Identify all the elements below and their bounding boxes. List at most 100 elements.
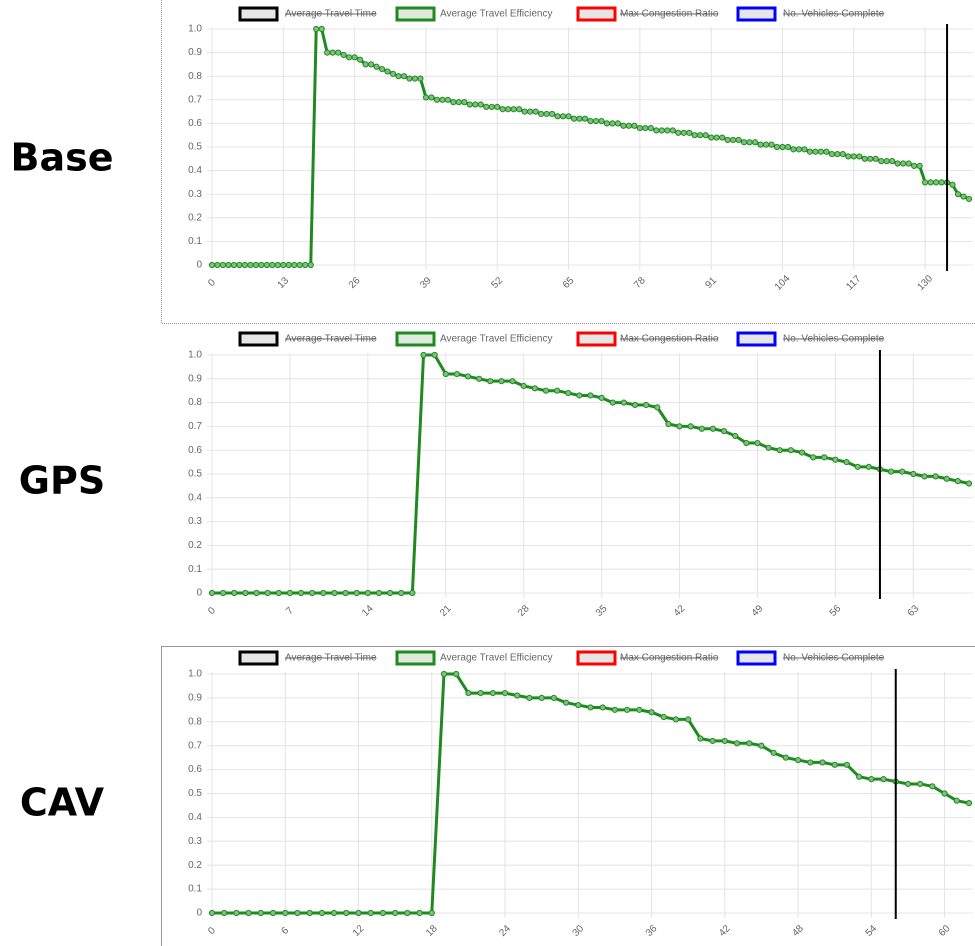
data-point: [691, 132, 698, 139]
data-point: [543, 110, 550, 118]
data-point: [357, 56, 364, 63]
y-tick-label: 0.6: [188, 764, 202, 775]
data-point: [494, 103, 501, 110]
data-point: [433, 96, 441, 103]
data-point: [709, 425, 717, 432]
data-point: [208, 261, 216, 269]
data-point: [861, 155, 868, 162]
panel-title: CAV: [20, 781, 105, 825]
data-point: [538, 694, 545, 702]
y-tick-label: 0.6: [188, 445, 202, 456]
data-point: [850, 153, 857, 160]
data-point: [904, 780, 912, 788]
data-point: [794, 756, 802, 764]
data-point: [440, 670, 448, 678]
data-point: [798, 449, 806, 456]
data-point: [889, 158, 896, 165]
legend-label: Average Travel Efficiency: [440, 334, 552, 345]
data-point: [665, 420, 672, 428]
data-point: [526, 694, 533, 702]
data-point: [230, 261, 238, 269]
data-point: [346, 54, 353, 61]
data-point: [252, 261, 259, 269]
data-point: [757, 141, 764, 148]
data-point: [819, 759, 826, 766]
legend-label: No. Vehicles Complete: [783, 653, 885, 664]
data-point: [306, 909, 313, 917]
data-point: [342, 589, 349, 597]
y-tick-label: 0.4: [188, 165, 202, 176]
data-point: [253, 589, 260, 597]
data-point: [318, 909, 325, 917]
legend-label: Average Travel Time: [285, 653, 377, 664]
data-point: [489, 690, 496, 697]
data-point: [269, 909, 277, 917]
data-point: [751, 139, 759, 146]
legend-swatch: [736, 6, 777, 22]
data-point: [922, 179, 929, 186]
data-point: [274, 261, 281, 269]
data-point: [514, 692, 521, 699]
data-point: [614, 120, 622, 127]
data-point: [620, 399, 627, 406]
data-point: [570, 115, 578, 122]
data-point: [575, 701, 582, 709]
data-point: [257, 909, 264, 917]
legend-swatch: [736, 650, 777, 666]
data-point: [510, 106, 517, 113]
data-point: [735, 136, 742, 144]
data-point: [461, 99, 468, 106]
data-point: [810, 454, 817, 461]
data-point: [867, 155, 874, 162]
data-point: [740, 139, 748, 146]
data-point: [702, 132, 709, 139]
data-point: [770, 749, 777, 756]
data-point: [581, 115, 589, 122]
data-point: [669, 127, 676, 134]
data-point: [754, 439, 761, 447]
data-point: [611, 706, 619, 713]
data-point: [719, 134, 726, 141]
legend-label: Average Travel Efficiency: [440, 653, 552, 664]
data-point: [280, 261, 287, 269]
data-point: [318, 25, 325, 33]
data-point: [927, 179, 934, 186]
legend-swatch: [238, 6, 279, 22]
data-point: [395, 73, 402, 80]
legend-label: No. Vehicles Complete: [783, 9, 885, 20]
data-point: [773, 143, 781, 151]
data-point: [375, 589, 383, 597]
data-point: [636, 125, 643, 132]
data-point: [817, 148, 824, 155]
data-point: [550, 694, 557, 702]
data-point: [353, 589, 360, 597]
data-point: [286, 589, 294, 597]
legend-swatch: [395, 331, 436, 347]
y-tick-label: 1.0: [188, 24, 202, 35]
data-point: [831, 761, 838, 768]
legend-label: No. Vehicles Complete: [783, 334, 885, 345]
data-point: [520, 382, 527, 390]
data-point: [642, 125, 649, 132]
data-point: [932, 179, 940, 186]
data-point: [823, 148, 830, 155]
data-point: [378, 66, 386, 73]
data-point: [746, 139, 753, 146]
y-tick-label: 0: [196, 908, 202, 919]
data-point: [392, 909, 399, 917]
data-point: [263, 261, 270, 269]
data-point: [330, 909, 338, 917]
data-point: [367, 61, 375, 68]
data-point: [713, 134, 720, 141]
data-point: [297, 589, 305, 597]
data-point: [654, 404, 661, 411]
data-point: [476, 375, 483, 382]
data-point: [941, 790, 948, 797]
y-tick-label: 1.0: [188, 669, 202, 680]
data-point: [784, 143, 792, 151]
data-point: [609, 120, 616, 127]
data-point: [832, 456, 839, 463]
data-point: [431, 351, 438, 359]
data-point: [554, 113, 561, 120]
data-point: [565, 389, 572, 397]
